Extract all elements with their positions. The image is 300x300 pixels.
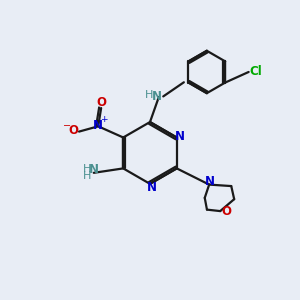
- Text: N: N: [152, 90, 162, 103]
- Text: Cl: Cl: [250, 65, 262, 79]
- Text: N: N: [205, 175, 214, 188]
- Text: H: H: [83, 171, 92, 182]
- Text: N: N: [146, 181, 157, 194]
- Text: H: H: [145, 90, 154, 100]
- Text: −: −: [63, 121, 71, 131]
- Text: N: N: [175, 130, 185, 142]
- Text: +: +: [100, 115, 107, 124]
- Text: O: O: [97, 96, 107, 109]
- Text: N: N: [93, 118, 103, 132]
- Text: N: N: [89, 164, 99, 176]
- Text: O: O: [222, 205, 232, 218]
- Text: H: H: [83, 164, 92, 174]
- Text: O: O: [69, 124, 79, 137]
